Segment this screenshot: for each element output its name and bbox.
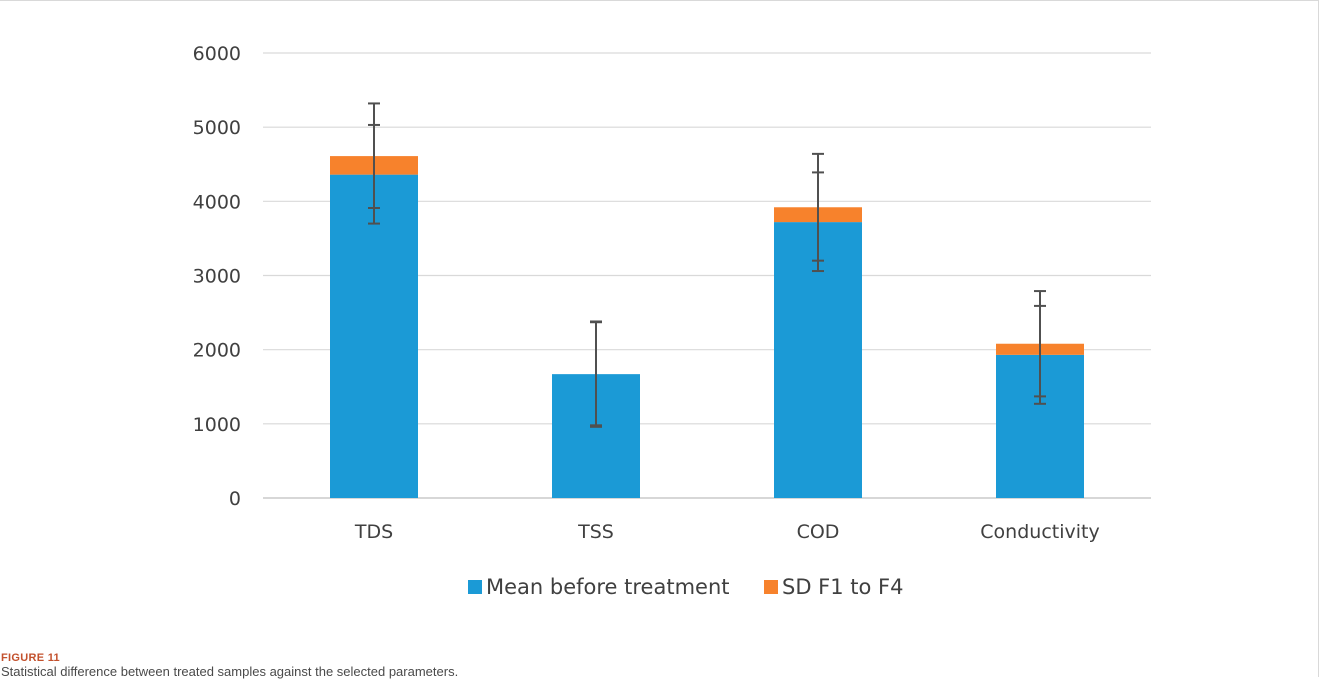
- bars: [330, 156, 1084, 498]
- legend: Mean before treatment SD F1 to F4: [468, 575, 904, 599]
- x-tick-label: Conductivity: [980, 521, 1099, 543]
- legend-label: SD F1 to F4: [782, 575, 904, 599]
- y-tick-label: 1000: [193, 414, 241, 436]
- legend-swatch-sd: [764, 580, 778, 594]
- y-axis-tick-labels: 0 1000 2000 3000 4000 5000 6000: [193, 43, 241, 510]
- figure-caption: Statistical difference between treated s…: [1, 664, 459, 679]
- y-tick-label: 0: [229, 488, 241, 510]
- x-tick-label: TDS: [354, 521, 393, 543]
- y-tick-label: 4000: [193, 191, 241, 213]
- x-tick-label: TSS: [577, 521, 614, 543]
- legend-swatch-mean: [468, 580, 482, 594]
- legend-label: Mean before treatment: [486, 575, 730, 599]
- bar-mean-before-treatment: [330, 174, 418, 498]
- x-axis-tick-labels: TDS TSS COD Conductivity: [354, 521, 1100, 543]
- error-bars: [368, 102, 1046, 428]
- stacked-bar-chart: 0 1000 2000 3000 4000 5000 6000 TDS TSS COD Condu…: [193, 43, 1151, 599]
- y-tick-label: 2000: [193, 340, 241, 362]
- y-tick-label: 3000: [193, 266, 241, 288]
- figure-label: FIGURE 11: [1, 652, 60, 664]
- y-tick-label: 5000: [193, 117, 241, 139]
- y-tick-label: 6000: [193, 43, 241, 65]
- x-tick-label: COD: [797, 521, 840, 543]
